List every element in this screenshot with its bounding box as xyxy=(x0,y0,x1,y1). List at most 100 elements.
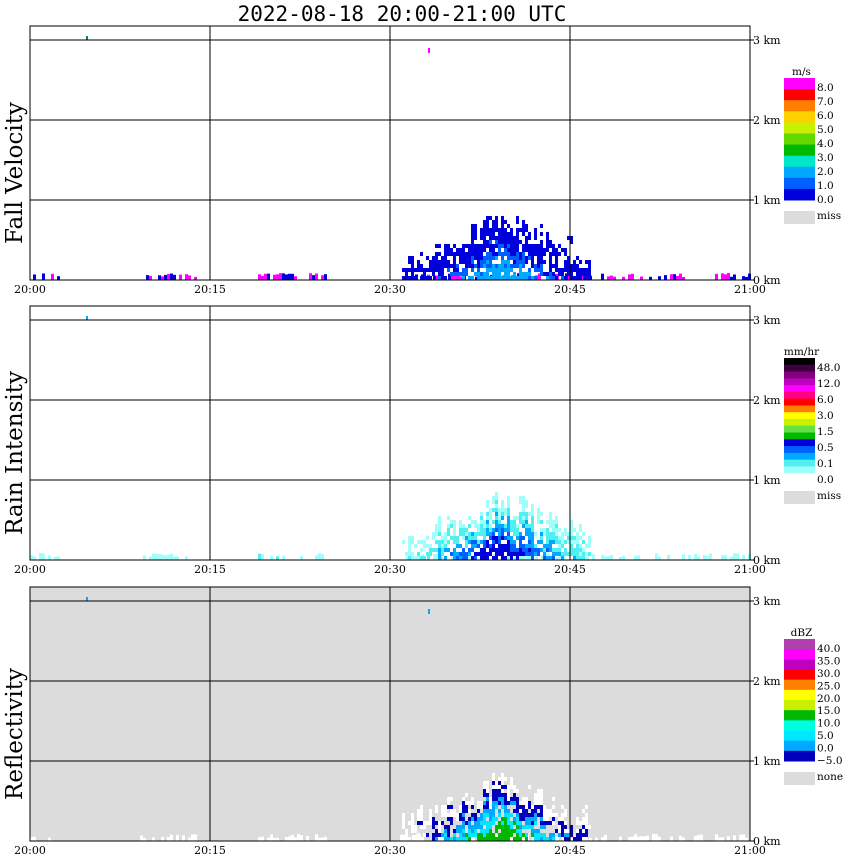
echo-cell xyxy=(462,528,465,532)
x-tick-label: 20:45 xyxy=(554,563,586,576)
echo-cell xyxy=(582,829,585,833)
echo-cell xyxy=(465,544,468,548)
echo-cell xyxy=(459,833,462,837)
echo-cell xyxy=(318,837,321,841)
echo-cell xyxy=(459,260,462,264)
echo-cell xyxy=(149,275,152,280)
echo-cell xyxy=(522,272,525,276)
echo-cell xyxy=(522,232,525,236)
echo-cell xyxy=(516,809,519,813)
echo-cell xyxy=(540,833,543,837)
echo-cell xyxy=(450,248,453,252)
echo-cell xyxy=(432,536,435,540)
echo-cell xyxy=(411,813,414,817)
echo-cell xyxy=(471,240,474,244)
echo-cell xyxy=(540,813,543,817)
echo-cell xyxy=(540,248,543,252)
echo-cell xyxy=(531,512,534,516)
echo-cell xyxy=(489,236,492,240)
echo-cell xyxy=(480,825,483,829)
echo-cell xyxy=(261,836,264,841)
echo-cell xyxy=(564,548,567,552)
echo-cell xyxy=(537,520,540,524)
echo-cell xyxy=(495,837,498,841)
echo-cell xyxy=(504,276,507,280)
echo-cell xyxy=(423,544,426,548)
echo-cell xyxy=(450,805,453,809)
legend-swatch xyxy=(784,466,815,474)
echo-cell xyxy=(519,516,522,520)
echo-cell xyxy=(468,809,471,813)
echo-cell xyxy=(501,833,504,837)
echo-cell xyxy=(537,552,540,556)
echo-cell xyxy=(534,817,537,821)
echo-cell xyxy=(540,232,543,236)
echo-cell xyxy=(528,272,531,276)
echo-cell xyxy=(480,548,483,552)
echo-cell xyxy=(489,512,492,516)
echo-cell xyxy=(423,276,426,280)
echo-cell xyxy=(456,248,459,252)
echo-cell xyxy=(483,236,486,240)
echo-cell xyxy=(516,232,519,236)
y-tick-label: 1 km xyxy=(753,755,781,768)
echo-cell xyxy=(561,825,564,829)
legend-swatch xyxy=(784,720,815,731)
echo-cell xyxy=(489,817,492,821)
echo-cell xyxy=(582,548,585,552)
echo-cell xyxy=(411,821,414,825)
echo-cell xyxy=(534,532,537,536)
echo-cell xyxy=(531,520,534,524)
echo-cell xyxy=(519,552,522,556)
echo-cell xyxy=(516,837,519,841)
echo-cell xyxy=(534,813,537,817)
echo-cell xyxy=(495,236,498,240)
echo-cell xyxy=(543,833,546,837)
echo-cell xyxy=(658,836,661,841)
echo-cell xyxy=(501,236,504,240)
echo-cell xyxy=(588,264,591,268)
echo-cell xyxy=(468,833,471,837)
echo-cell xyxy=(634,555,637,560)
echo-cell xyxy=(426,268,429,272)
echo-cell xyxy=(438,516,441,520)
echo-cell xyxy=(405,272,408,276)
echo-cell xyxy=(450,252,453,256)
echo-cell xyxy=(513,797,516,801)
echo-cell xyxy=(456,552,459,556)
echo-cell xyxy=(498,508,501,512)
echo-cell xyxy=(555,268,558,272)
echo-cell xyxy=(462,248,465,252)
echo-cell xyxy=(480,552,483,556)
echo-cell xyxy=(513,785,516,789)
echo-cell xyxy=(640,836,643,841)
echo-cell xyxy=(489,240,492,244)
echo-cell xyxy=(504,548,507,552)
echo-cell xyxy=(462,524,465,528)
echo-cell xyxy=(546,520,549,524)
echo-cell xyxy=(540,268,543,272)
echo-cell xyxy=(564,264,567,268)
echo-cell xyxy=(507,248,510,252)
echo-cell xyxy=(426,276,429,280)
legend-miss-swatch xyxy=(784,211,815,224)
y-tick-label: 0 km xyxy=(753,274,781,287)
echo-cell xyxy=(543,813,546,817)
echo-cell xyxy=(742,834,745,841)
echo-cell xyxy=(585,268,588,272)
echo-cell xyxy=(531,829,534,833)
echo-cell xyxy=(474,264,477,268)
echo-cell xyxy=(531,508,534,512)
echo-cell xyxy=(483,544,486,548)
legend-miss-label: miss xyxy=(817,210,841,222)
echo-cell xyxy=(465,244,468,248)
echo-cell xyxy=(570,268,573,272)
echo-cell xyxy=(570,548,573,552)
echo-cell xyxy=(558,268,561,272)
echo-cell xyxy=(474,244,477,248)
echo-cell xyxy=(522,801,525,805)
echo-cell xyxy=(522,500,525,504)
echo-cell xyxy=(525,248,528,252)
echo-cell xyxy=(492,532,495,536)
echo-cell xyxy=(489,813,492,817)
